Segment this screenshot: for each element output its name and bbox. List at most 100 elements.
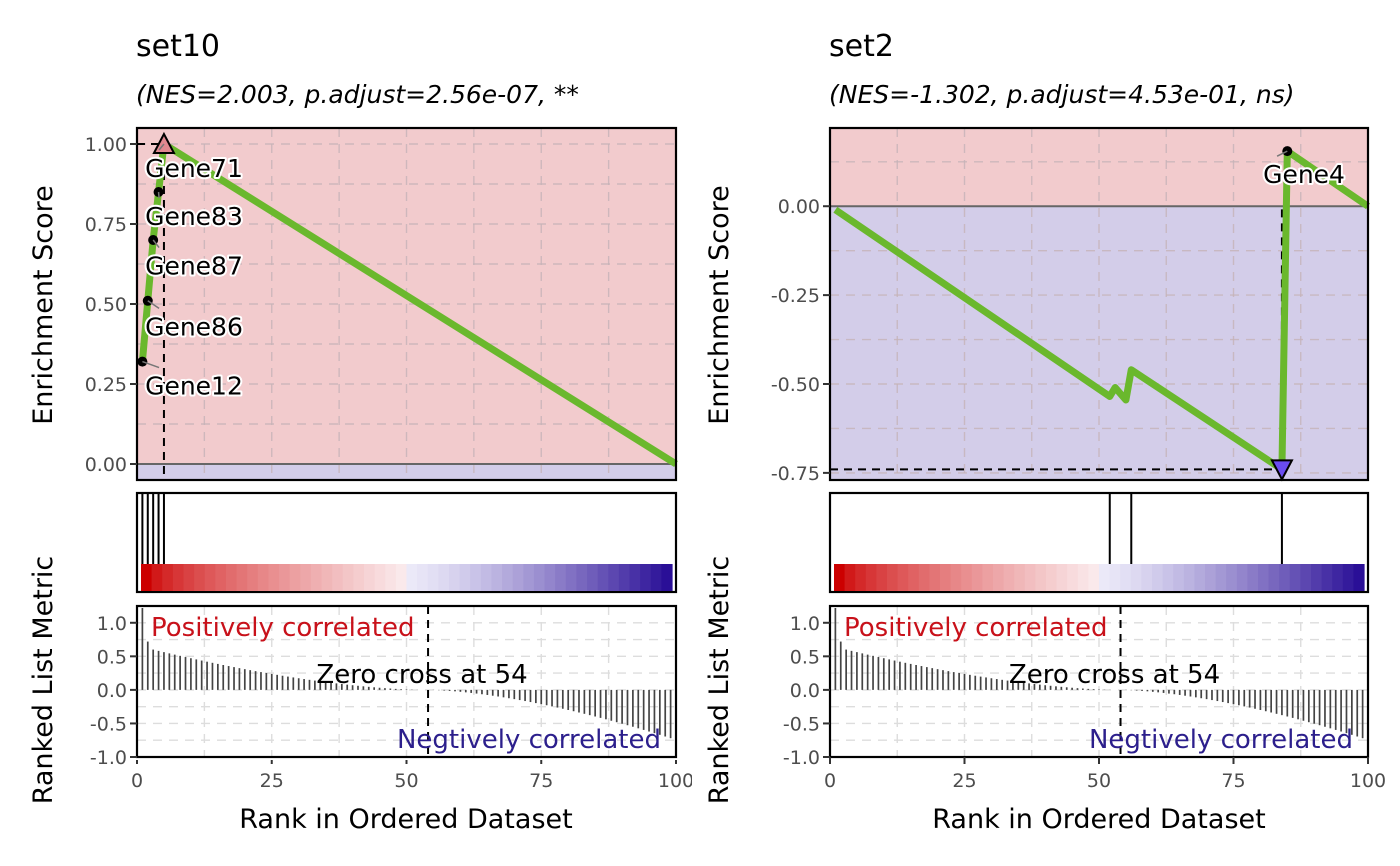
y-axis: 1.0 0.5 0.0 -0.5 -1.0 <box>783 613 830 769</box>
heatmap-cell <box>141 564 153 591</box>
heatmap-cell <box>1321 564 1333 591</box>
heatmap-cell <box>448 564 461 591</box>
metric-plot-frame <box>135 604 678 759</box>
zero-cross-label: Zero cross at 54 <box>316 660 527 690</box>
heatmap-cell <box>1088 564 1100 591</box>
es-curve <box>833 147 1370 473</box>
heatmap-cell <box>887 564 899 591</box>
metric-plot: Positively correlated Negtively correlat… <box>90 604 694 792</box>
heatmap-cell <box>918 564 930 591</box>
gene-label: Gene83 <box>145 202 243 231</box>
heatmap-cell <box>342 564 354 591</box>
negative-correlated-label: Negtively correlated <box>397 725 661 755</box>
heatmap-cell <box>1109 564 1121 591</box>
es-curve <box>138 140 678 467</box>
x-tick-label: 0 <box>131 770 143 792</box>
y-tick-label: -0.50 <box>771 374 820 396</box>
gene-label: Gene71 <box>145 154 243 183</box>
metric-plot: Positively correlated Negtively correlat… <box>783 604 1386 792</box>
heatmap-cell <box>172 564 185 591</box>
heatmap-cell <box>1024 564 1036 591</box>
x-tick-label: 0 <box>824 770 836 792</box>
heatmap-cell <box>502 564 514 591</box>
x-axis: 0 25 50 75 100 <box>824 757 1386 792</box>
heatmap-cell <box>597 564 609 591</box>
x-tick-label: 100 <box>658 770 694 792</box>
heatmap-cell <box>618 564 631 591</box>
x-axis-title: Rank in Ordered Dataset <box>239 804 572 835</box>
heatmap-cell <box>1035 564 1047 591</box>
heatmap-cell <box>215 564 227 591</box>
y-tick-label: -0.75 <box>771 463 820 485</box>
heatmap-cell <box>268 564 280 591</box>
heatmap-cell <box>544 564 556 591</box>
x-axis-title: Rank in Ordered Dataset <box>932 804 1265 835</box>
heatmap-cell <box>310 564 323 591</box>
heatmap-cell <box>257 564 270 591</box>
heatmap-cell <box>1215 564 1227 591</box>
heatmap-cell <box>162 564 174 591</box>
gene-label-leader <box>158 143 165 151</box>
heatmap-cell <box>300 564 312 591</box>
heatmap-cell <box>1067 564 1079 591</box>
panel-subtitle: (NES=-1.302, p.adjust=4.53e-01, ns) <box>829 80 1295 109</box>
y-tick-label: -0.5 <box>783 713 820 735</box>
heatmap-cell <box>353 564 365 591</box>
panel-subtitle: (NES=2.003, p.adjust=2.56e-07, ** <box>136 80 579 109</box>
y-axis: 0.00 0.25 0.50 0.75 1.00 <box>85 134 137 476</box>
heatmap-cell <box>1077 564 1089 591</box>
heatmap-cell <box>929 564 941 591</box>
heatmap-cell <box>1014 564 1026 591</box>
gene-labels: Gene4 <box>1261 150 1347 191</box>
y-tick-label: -1.0 <box>90 747 127 769</box>
heatmap-cell <box>321 564 333 591</box>
heatmap-cell <box>844 564 856 591</box>
heatmap-cell <box>1130 564 1142 591</box>
y-tick-label: 0.5 <box>97 646 127 668</box>
heatmap-cell <box>1152 564 1164 591</box>
gene-label: Gene87 <box>145 252 243 281</box>
heatmap-cell <box>523 564 535 591</box>
heatmap-cell <box>470 564 482 591</box>
heatmap-cell <box>1056 564 1068 591</box>
metric-bars <box>834 608 1369 752</box>
heatmap-cell <box>1194 564 1206 591</box>
x-axis: 0 25 50 75 100 <box>131 760 694 792</box>
heatmap-cell <box>225 564 238 591</box>
y-tick-label: 0.0 <box>97 680 127 702</box>
heatmap-cell <box>1247 564 1259 591</box>
heatmap-cell <box>950 564 962 591</box>
heatmap-cell <box>1342 564 1354 591</box>
heatmap-cell <box>194 564 206 591</box>
heatmap-cell <box>555 564 567 591</box>
heatmap-cell <box>427 564 439 591</box>
y-tick-label: 1.0 <box>97 613 127 635</box>
heatmap-cell <box>332 564 344 591</box>
es-plot: Gene4 -0.75 -0.50 -0.25 0.00 <box>771 126 1370 485</box>
heatmap-cell <box>1120 564 1132 591</box>
heatmap-cell <box>289 564 301 591</box>
heatmap-cell <box>151 564 163 591</box>
heatmap-cell <box>406 564 418 591</box>
gene-label-leader <box>142 360 160 369</box>
heatmap-cell <box>364 564 376 591</box>
gene-label-leader <box>147 300 160 310</box>
y-tick-label: -1.0 <box>783 747 820 769</box>
heatmap-cell <box>1099 564 1111 591</box>
y-tick-label: 0.00 <box>85 454 127 476</box>
heatmap-cell <box>565 564 578 591</box>
heatmap-cell <box>1268 564 1280 591</box>
y-tick-label: -0.5 <box>90 713 127 735</box>
heatmap-cell <box>1236 564 1248 591</box>
y-tick-label: 0.00 <box>778 196 820 218</box>
heatmap-cell <box>834 564 846 591</box>
gene-label: Gene86 <box>145 312 243 341</box>
x-tick-label: 75 <box>529 770 553 792</box>
y-tick-label: 0.25 <box>85 374 127 396</box>
hit-plot <box>135 491 678 594</box>
positive-correlated-label: Positively correlated <box>844 613 1108 643</box>
heatmap-cell <box>183 564 195 591</box>
heatmap-cell <box>876 564 888 591</box>
metric-axis-title: Ranked List Metric <box>28 556 59 805</box>
